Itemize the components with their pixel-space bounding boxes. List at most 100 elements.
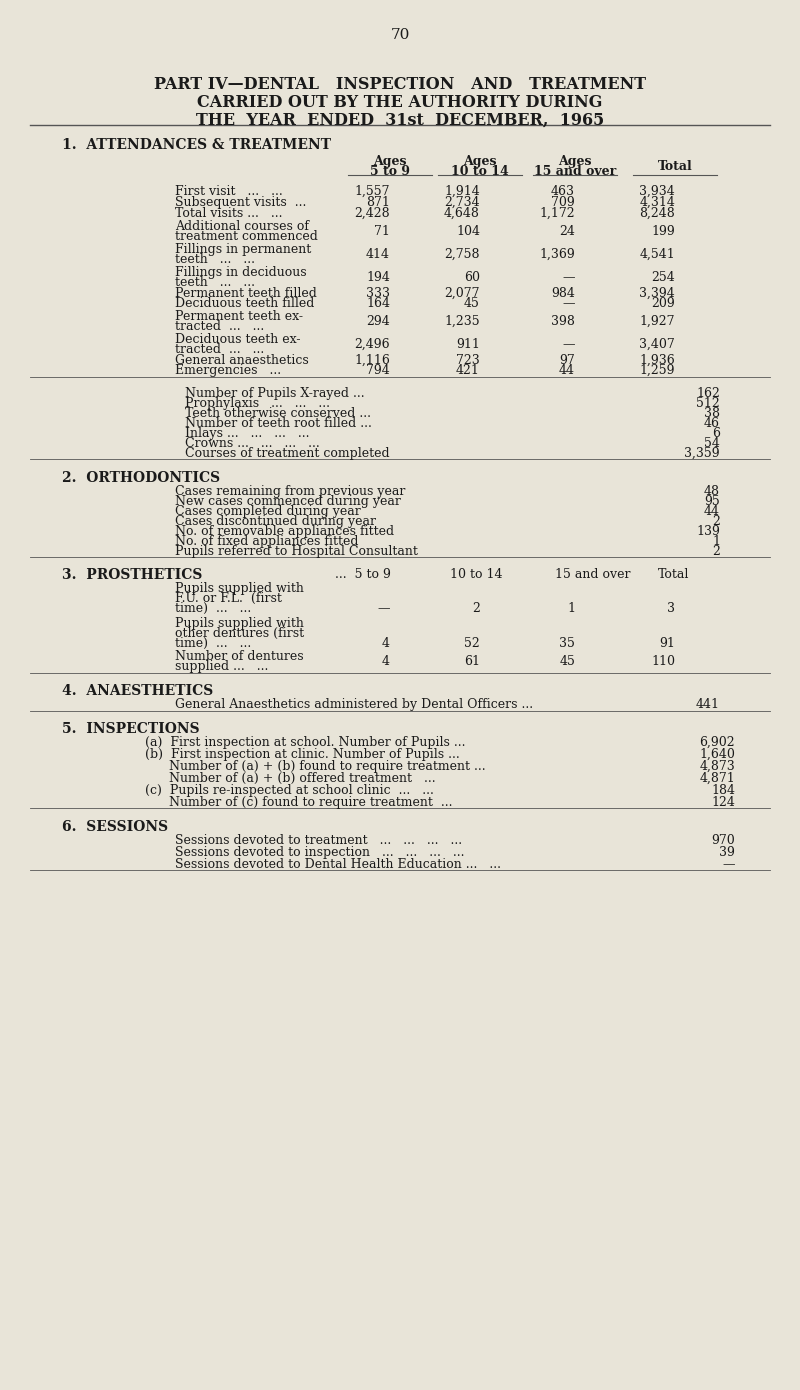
Text: 6,902: 6,902 <box>699 735 735 749</box>
Text: 70: 70 <box>390 28 410 42</box>
Text: 294: 294 <box>366 316 390 328</box>
Text: ...  5 to 9: ... 5 to 9 <box>335 569 391 581</box>
Text: 10 to 14: 10 to 14 <box>451 165 509 178</box>
Text: 911: 911 <box>456 338 480 352</box>
Text: —: — <box>722 858 735 872</box>
Text: Courses of treatment completed: Courses of treatment completed <box>185 448 390 460</box>
Text: 48: 48 <box>704 485 720 498</box>
Text: tracted  ...   ...: tracted ... ... <box>175 343 264 356</box>
Text: 110: 110 <box>651 655 675 669</box>
Text: No. of fixed appliances fitted: No. of fixed appliances fitted <box>175 535 358 548</box>
Text: Sessions devoted to inspection   ...   ...   ...   ...: Sessions devoted to inspection ... ... .… <box>175 847 465 859</box>
Text: Ages: Ages <box>374 156 406 168</box>
Text: Number of (a) + (b) found to require treatment ...: Number of (a) + (b) found to require tre… <box>145 760 486 773</box>
Text: 4.  ANAESTHETICS: 4. ANAESTHETICS <box>62 684 214 698</box>
Text: 2: 2 <box>472 602 480 614</box>
Text: Inlays ...   ...   ...   ...: Inlays ... ... ... ... <box>185 427 310 441</box>
Text: 4,541: 4,541 <box>639 247 675 261</box>
Text: 1,369: 1,369 <box>539 247 575 261</box>
Text: General anaesthetics: General anaesthetics <box>175 354 309 367</box>
Text: 71: 71 <box>374 225 390 238</box>
Text: 199: 199 <box>651 225 675 238</box>
Text: New cases commenced during year: New cases commenced during year <box>175 495 401 507</box>
Text: 1: 1 <box>712 535 720 548</box>
Text: time)  ...   ...: time) ... ... <box>175 602 251 614</box>
Text: 3,394: 3,394 <box>639 286 675 300</box>
Text: 15 and over: 15 and over <box>555 569 630 581</box>
Text: Number of (a) + (b) offered treatment   ...: Number of (a) + (b) offered treatment ..… <box>145 771 436 785</box>
Text: 2.  ORTHODONTICS: 2. ORTHODONTICS <box>62 471 220 485</box>
Text: 254: 254 <box>651 271 675 284</box>
Text: (a)  First inspection at school. Number of Pupils ...: (a) First inspection at school. Number o… <box>145 735 466 749</box>
Text: THE  YEAR  ENDED  31st  DECEMBER,  1965: THE YEAR ENDED 31st DECEMBER, 1965 <box>196 113 604 129</box>
Text: 414: 414 <box>366 247 390 261</box>
Text: —: — <box>562 297 575 310</box>
Text: Deciduous teeth filled: Deciduous teeth filled <box>175 297 314 310</box>
Text: tracted  ...   ...: tracted ... ... <box>175 320 264 334</box>
Text: 38: 38 <box>704 407 720 420</box>
Text: 8,248: 8,248 <box>639 207 675 220</box>
Text: 44: 44 <box>704 505 720 518</box>
Text: 2,758: 2,758 <box>445 247 480 261</box>
Text: teeth   ...   ...: teeth ... ... <box>175 277 255 289</box>
Text: First visit   ...   ...: First visit ... ... <box>175 185 282 197</box>
Text: 4,871: 4,871 <box>699 771 735 785</box>
Text: 4: 4 <box>382 637 390 651</box>
Text: 124: 124 <box>711 796 735 809</box>
Text: 1,640: 1,640 <box>699 748 735 760</box>
Text: Prophylaxis   ...   ...   ...: Prophylaxis ... ... ... <box>185 398 330 410</box>
Text: 1: 1 <box>567 602 575 614</box>
Text: Cases discontinued during year: Cases discontinued during year <box>175 516 376 528</box>
Text: 970: 970 <box>711 834 735 847</box>
Text: 3,359: 3,359 <box>684 448 720 460</box>
Text: 794: 794 <box>366 364 390 377</box>
Text: 398: 398 <box>551 316 575 328</box>
Text: Permanent teeth ex-: Permanent teeth ex- <box>175 310 303 322</box>
Text: 45: 45 <box>559 655 575 669</box>
Text: Cases remaining from previous year: Cases remaining from previous year <box>175 485 406 498</box>
Text: Crowns ...   ...   ...   ...: Crowns ... ... ... ... <box>185 436 320 450</box>
Text: General Anaesthetics administered by Dental Officers ...: General Anaesthetics administered by Den… <box>175 698 533 712</box>
Text: teeth   ...   ...: teeth ... ... <box>175 253 255 265</box>
Text: Total: Total <box>658 569 690 581</box>
Text: Cases completed during year: Cases completed during year <box>175 505 361 518</box>
Text: 39: 39 <box>719 847 735 859</box>
Text: 441: 441 <box>696 698 720 712</box>
Text: Emergencies   ...: Emergencies ... <box>175 364 281 377</box>
Text: Pupils supplied with: Pupils supplied with <box>175 582 304 595</box>
Text: 24: 24 <box>559 225 575 238</box>
Text: (c)  Pupils re-inspected at school clinic  ...   ...: (c) Pupils re-inspected at school clinic… <box>145 784 434 796</box>
Text: time)  ...   ...: time) ... ... <box>175 637 251 651</box>
Text: Ages: Ages <box>463 156 497 168</box>
Text: 463: 463 <box>551 185 575 197</box>
Text: 421: 421 <box>456 364 480 377</box>
Text: 209: 209 <box>651 297 675 310</box>
Text: 4,648: 4,648 <box>444 207 480 220</box>
Text: 10 to 14: 10 to 14 <box>450 569 502 581</box>
Text: PART IV—DENTAL   INSPECTION   AND   TREATMENT: PART IV—DENTAL INSPECTION AND TREATMENT <box>154 76 646 93</box>
Text: 35: 35 <box>559 637 575 651</box>
Text: —: — <box>562 338 575 352</box>
Text: Total visits ...   ...: Total visits ... ... <box>175 207 282 220</box>
Text: Permanent teeth filled: Permanent teeth filled <box>175 286 317 300</box>
Text: Fillings in deciduous: Fillings in deciduous <box>175 265 306 279</box>
Text: 3: 3 <box>667 602 675 614</box>
Text: treatment commenced: treatment commenced <box>175 229 318 243</box>
Text: 1,557: 1,557 <box>354 185 390 197</box>
Text: 723: 723 <box>456 354 480 367</box>
Text: 3,934: 3,934 <box>639 185 675 197</box>
Text: 162: 162 <box>696 386 720 400</box>
Text: Pupils referred to Hospital Consultant: Pupils referred to Hospital Consultant <box>175 545 418 557</box>
Text: 95: 95 <box>704 495 720 507</box>
Text: Number of teeth root filled ...: Number of teeth root filled ... <box>185 417 372 430</box>
Text: 1,172: 1,172 <box>539 207 575 220</box>
Text: 984: 984 <box>551 286 575 300</box>
Text: 54: 54 <box>704 436 720 450</box>
Text: 45: 45 <box>464 297 480 310</box>
Text: Number of (c) found to require treatment  ...: Number of (c) found to require treatment… <box>145 796 453 809</box>
Text: 512: 512 <box>696 398 720 410</box>
Text: other dentures (first: other dentures (first <box>175 627 304 639</box>
Text: 97: 97 <box>559 354 575 367</box>
Text: Additional courses of: Additional courses of <box>175 220 309 234</box>
Text: Total: Total <box>658 160 692 172</box>
